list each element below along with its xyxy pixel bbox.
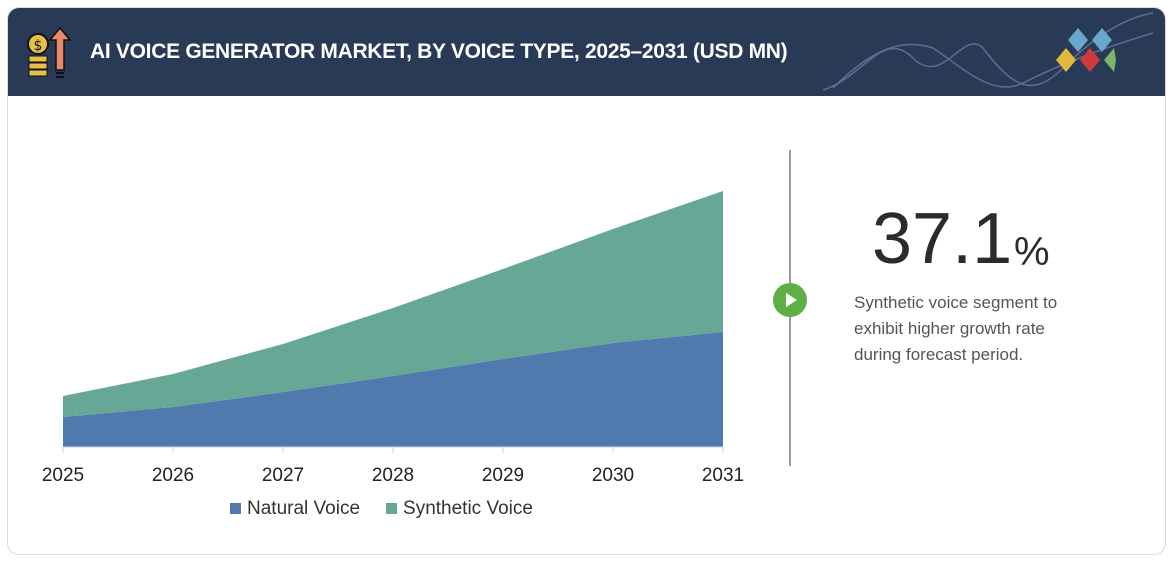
- x-tick-label: 2025: [42, 465, 84, 486]
- svg-text:$: $: [34, 38, 43, 54]
- x-tick-label: 2029: [482, 465, 524, 486]
- x-tick-label: 2027: [262, 465, 304, 486]
- legend-label: Natural Voice: [247, 498, 361, 519]
- x-tick-label: 2031: [702, 465, 744, 486]
- area-natural-voice: [63, 332, 723, 447]
- x-tick-label: 2026: [152, 465, 194, 486]
- legend-item-natural-voice: Natural Voice: [230, 498, 360, 520]
- header-bar: $ AI VOICE GENERATOR MARKET, BY VOICE TY…: [8, 8, 1165, 96]
- x-tick-label: 2028: [372, 465, 414, 486]
- growth-rate-value: 37.1: [872, 199, 1013, 279]
- area-synthetic-voice: [63, 191, 723, 417]
- growth-rate-unit: %: [1014, 230, 1050, 274]
- chart-card: $ AI VOICE GENERATOR MARKET, BY VOICE TY…: [7, 7, 1166, 555]
- stacked-area-chart: 2025 2026 2027 2028 2029 2030 2031: [42, 191, 744, 486]
- chart-title: AI VOICE GENERATOR MARKET, BY VOICE TYPE…: [90, 40, 788, 63]
- growth-description: Synthetic voice segment to exhibit highe…: [854, 293, 1058, 364]
- legend-swatch: [386, 503, 398, 514]
- brand-logo: [1056, 28, 1116, 72]
- legend-item-synthetic-voice: Synthetic Voice: [386, 498, 533, 520]
- x-tick-label: 2030: [592, 465, 634, 486]
- money-growth-icon: $: [27, 26, 72, 78]
- legend-swatch: [230, 503, 241, 514]
- legend-label: Synthetic Voice: [403, 498, 533, 519]
- play-arrow-icon: [773, 283, 807, 317]
- legend: Natural Voice Synthetic Voice: [230, 498, 533, 520]
